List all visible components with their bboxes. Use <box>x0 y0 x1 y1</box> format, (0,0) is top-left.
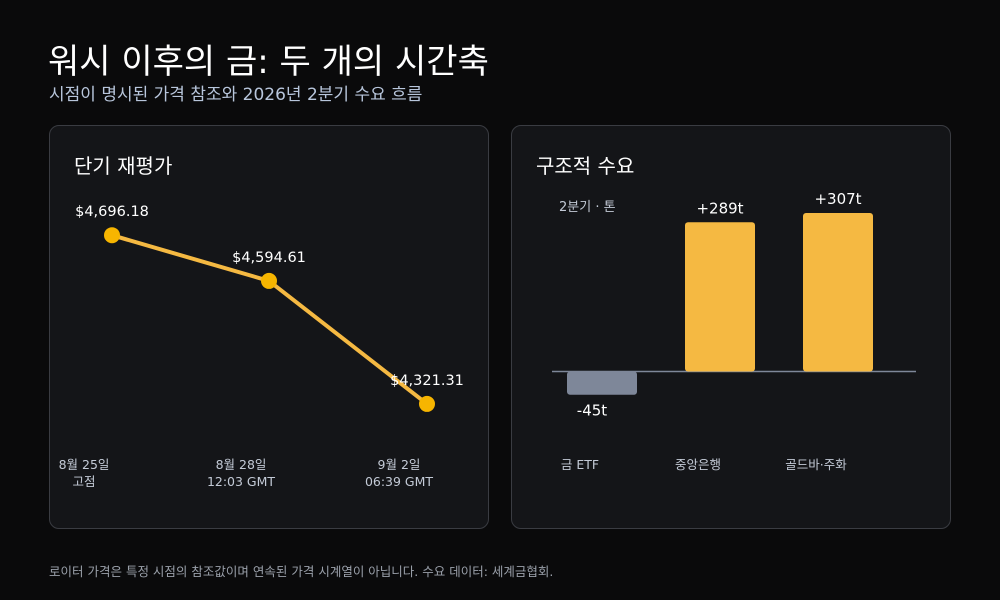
x-tick-sublabel: 고점 <box>72 474 95 489</box>
x-tick-label: 8월 25일 <box>59 457 110 472</box>
x-tick-sublabel: 06:39 GMT <box>365 474 433 489</box>
category-label: 골드바·주화 <box>785 457 847 472</box>
page-subtitle: 시점이 명시된 가격 참조와 2026년 2분기 수요 흐름 <box>49 85 423 105</box>
bar-chart: 2분기 · 톤 -45t 금 ETF +289t 중앙은행 +307t 골드바·주화 <box>552 190 916 472</box>
bar <box>567 371 637 395</box>
page-title: 워시 이후의 금: 두 개의 시간축 <box>48 42 489 82</box>
x-tick-label: 9월 2일 <box>378 457 421 472</box>
data-point <box>104 227 120 244</box>
data-point <box>261 272 277 289</box>
bar-value-label: -45t <box>577 402 607 420</box>
data-label: $4,696.18 <box>75 204 149 220</box>
line-chart-panel: 단기 재평가 $4,696.18 $4,594.61 $4,321.31 8월 25일… <box>49 125 489 529</box>
x-tick-sublabel: 12:03 GMT <box>207 474 275 489</box>
bar-value-label: +289t <box>696 199 743 217</box>
data-label: $4,321.31 <box>390 373 464 389</box>
footer-note: 로이터 가격은 특정 시점의 참조값이며 연속된 가격 시계열이 아닙니다. 수… <box>49 564 554 579</box>
data-point <box>419 395 435 412</box>
category-label: 중앙은행 <box>675 457 721 472</box>
line-chart-title: 단기 재평가 <box>74 154 173 178</box>
bar <box>803 213 873 372</box>
x-tick-label: 8월 28일 <box>216 457 267 472</box>
bar-value-label: +307t <box>814 190 861 208</box>
category-label: 금 ETF <box>561 457 599 472</box>
unit-label: 2분기 · 톤 <box>559 200 616 215</box>
bar-chart-panel: 구조적 수요 2분기 · 톤 -45t 금 ETF +289t 중앙은행 +307t 골드바… <box>511 125 951 529</box>
data-label: $4,594.61 <box>232 250 306 266</box>
bar-chart-title: 구조적 수요 <box>536 154 635 178</box>
bar <box>685 222 755 372</box>
